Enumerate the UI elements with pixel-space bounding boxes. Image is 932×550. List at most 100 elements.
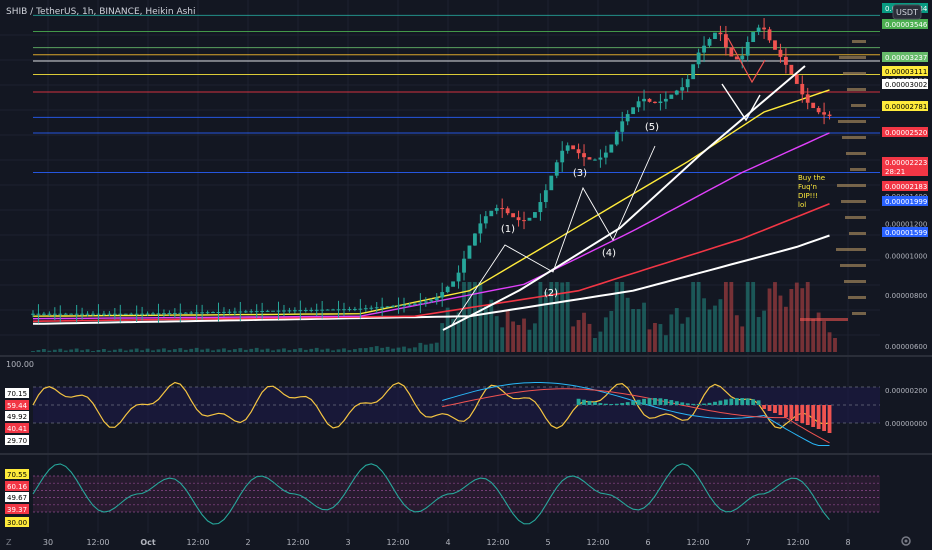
candle: [140, 313, 145, 315]
candle: [445, 286, 450, 293]
volume-bar: [276, 349, 281, 352]
volume-bar: [183, 349, 188, 352]
volume-bar: [342, 348, 346, 352]
time-tick: 12:00: [486, 538, 509, 547]
settings-gear-icon[interactable]: [901, 536, 911, 546]
volume-bar: [636, 309, 641, 352]
profile-bar: [839, 56, 866, 59]
candle: [762, 27, 766, 30]
candle: [603, 152, 608, 158]
volume-bar: [249, 348, 254, 352]
candle: [320, 309, 325, 311]
volume-bar: [576, 320, 581, 352]
candle: [189, 312, 194, 314]
volume-bar: [816, 312, 821, 352]
price-badge: [882, 127, 928, 137]
osc-histogram-bar: [707, 402, 712, 405]
candle: [702, 45, 706, 53]
volume-bar: [216, 349, 221, 352]
horizontal-levels: [33, 14, 880, 173]
time-tick: 6: [645, 538, 650, 547]
volume-bar: [691, 282, 696, 352]
time-tick: 5: [545, 538, 550, 547]
volume-bar: [434, 342, 439, 352]
candle: [494, 208, 499, 211]
candle: [260, 310, 265, 312]
osc-badges: 70.15 59.44 49.92 40.41 29.70 0.00000200 0.000…: [5, 387, 927, 445]
candle: [647, 98, 652, 102]
oscillator-panel[interactable]: [32, 381, 880, 446]
candle: [663, 98, 668, 102]
volume-bar: [85, 349, 90, 352]
stoch-badge-label: 39.37: [7, 506, 27, 514]
candle: [642, 98, 646, 102]
candle: [183, 312, 188, 314]
time-tick: 2: [245, 538, 250, 547]
candle: [74, 313, 79, 315]
osc-right-tick: 0.00000200: [885, 387, 927, 395]
candle: [549, 175, 554, 191]
volume-bar: [151, 350, 155, 352]
time-tick: Oct: [140, 538, 156, 547]
candle: [560, 150, 565, 163]
candle: [696, 52, 701, 65]
timezone-z-icon[interactable]: Z: [6, 538, 12, 547]
profile-bar: [840, 264, 866, 267]
candle: [194, 312, 199, 314]
volume-bar: [789, 288, 794, 352]
volume-bar: [538, 282, 543, 352]
candle: [347, 309, 352, 311]
price-badge-label: 0.00003111: [885, 68, 927, 76]
candle: [462, 258, 466, 273]
candle: [576, 149, 581, 154]
volume-bar: [745, 282, 750, 352]
candle: [396, 305, 401, 307]
candle: [554, 162, 559, 176]
candle: [342, 309, 346, 311]
volume-bar: [298, 348, 303, 352]
volume-bar: [227, 350, 232, 352]
volume-profile: [800, 40, 866, 321]
ema-white-line: [32, 234, 830, 325]
volume-bar: [483, 306, 488, 352]
time-axis[interactable]: 30 12:00 Oct 12:00 2 12:00 3 12:00 4 12:00 5 12:00 6…: [0, 533, 932, 550]
price-badge: [882, 101, 928, 111]
candle: [36, 313, 41, 315]
volume-bar: [134, 348, 139, 352]
volume-bar: [167, 350, 172, 352]
price-badge-label: 28:21: [885, 168, 905, 176]
elliott-wave-drawing: (1) (2) (3) (4) (5): [442, 37, 806, 331]
osc-histogram-bar: [713, 401, 717, 405]
candle: [778, 49, 783, 57]
volume-bar: [102, 349, 106, 352]
osc-histogram-bar: [631, 400, 636, 405]
candle: [85, 313, 90, 315]
currency-button[interactable]: [892, 4, 922, 20]
volume-bar: [729, 282, 734, 352]
candle: [265, 310, 270, 312]
volume-bar: [669, 314, 674, 352]
volume-bar: [145, 348, 150, 352]
volume-bar: [222, 348, 226, 352]
profile-bar: [843, 72, 866, 75]
volume-bar: [603, 317, 608, 352]
candle: [483, 216, 488, 224]
osc-histogram-bar: [653, 398, 657, 405]
volume-bar: [363, 348, 368, 352]
volume-bar: [756, 317, 761, 352]
time-tick: 7: [745, 538, 750, 547]
stoch-badge-label: 49.67: [7, 494, 27, 502]
volume-bar: [107, 350, 112, 352]
candle: [282, 310, 286, 312]
time-tick: 12:00: [86, 538, 109, 547]
stochastic-panel[interactable]: [32, 463, 880, 525]
stoch-badge: [5, 469, 29, 479]
osc-band: [33, 387, 880, 423]
volume-bar: [129, 349, 134, 352]
ema-red-line: [32, 203, 830, 323]
candle: [533, 212, 537, 218]
price-axis[interactable]: 0.000027000.000023000.000014000.00001200…: [880, 0, 932, 535]
volume-bar: [282, 348, 286, 352]
